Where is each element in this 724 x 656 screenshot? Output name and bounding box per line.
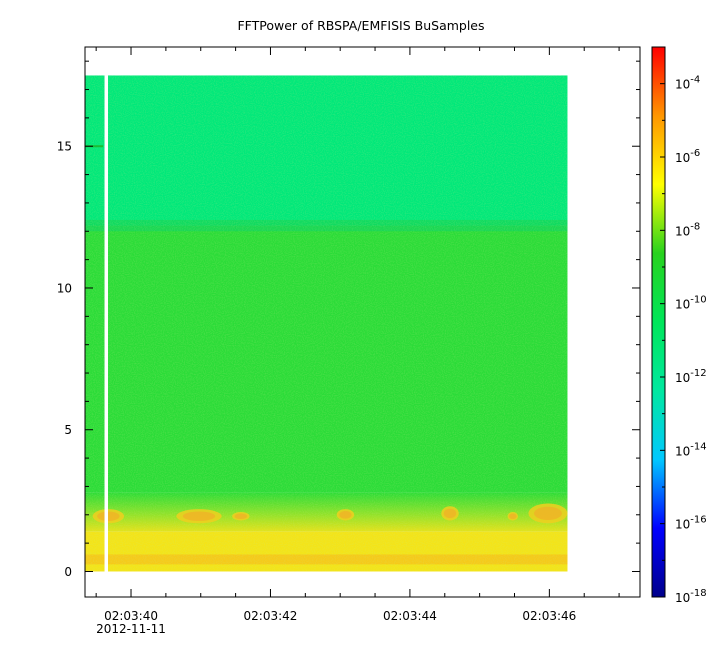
x-tick-sublabel: 2012-11-11 [96, 622, 166, 636]
x-tick-label: 02:03:44 [383, 609, 437, 623]
x-tick-label: 02:03:46 [522, 609, 576, 623]
y-tick-label: 0 [64, 565, 72, 579]
y-tick-label: 10 [57, 281, 72, 295]
chart-title: FFTPower of RBSPA/EMFISIS BuSamples [237, 18, 484, 33]
colorbar-tick-label: 10-8 [675, 221, 700, 238]
x-tick-label: 02:03:42 [244, 609, 298, 623]
spectrogram-line [85, 145, 104, 148]
colorbar-scale [651, 46, 666, 598]
colorbar-tick-label: 10-6 [675, 148, 700, 165]
y-tick-label: 15 [57, 140, 72, 154]
x-tick-label: 02:03:40 [104, 609, 158, 623]
colorbar-tick-label: 10-18 [675, 588, 707, 605]
colorbar-tick-label: 10-4 [675, 75, 700, 92]
spectrogram-blob [97, 511, 120, 521]
spectrogram-texture [85, 75, 568, 572]
colorbar: 10-4 10-6 10-8 10-10 10-12 10-14 10-16 10-18 [651, 46, 707, 605]
colorbar-tick-label: 10-16 [675, 515, 707, 532]
plot-area [84, 46, 641, 598]
y-tick-label: 5 [64, 423, 72, 437]
colorbar-tick-label: 10-12 [675, 368, 707, 385]
spectrogram-blob [509, 513, 517, 520]
plot-frame [84, 46, 641, 598]
spectrogram-data [85, 75, 568, 572]
spectrogram-blob [534, 506, 562, 520]
colorbar-tick-label: 10-14 [675, 441, 707, 458]
y-axis: 0 5 10 15 [57, 60, 640, 579]
colorbar-tick-label: 10-10 [675, 295, 707, 312]
spectrogram-blob [443, 508, 457, 519]
data-gap [104, 75, 109, 572]
spectrogram-blob [339, 511, 352, 519]
spectrogram-blob [234, 513, 248, 520]
spectrogram-blob [182, 511, 216, 521]
